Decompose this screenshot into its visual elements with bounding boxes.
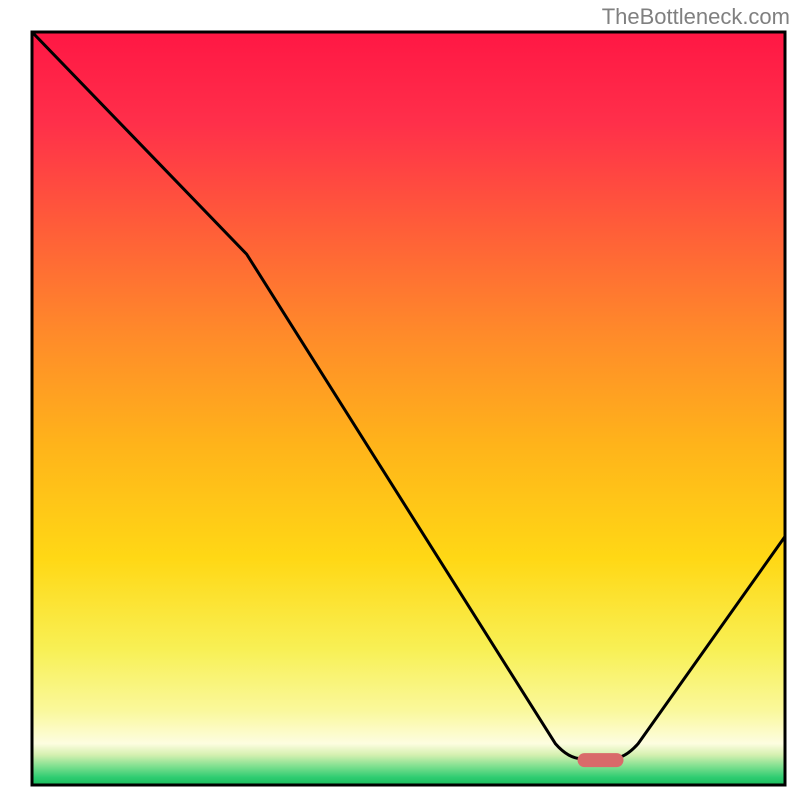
bottleneck-chart: TheBottleneck.com (0, 0, 800, 800)
optimal-marker (578, 753, 624, 767)
chart-background (32, 32, 785, 785)
chart-svg (0, 0, 800, 800)
watermark-text: TheBottleneck.com (602, 4, 790, 30)
